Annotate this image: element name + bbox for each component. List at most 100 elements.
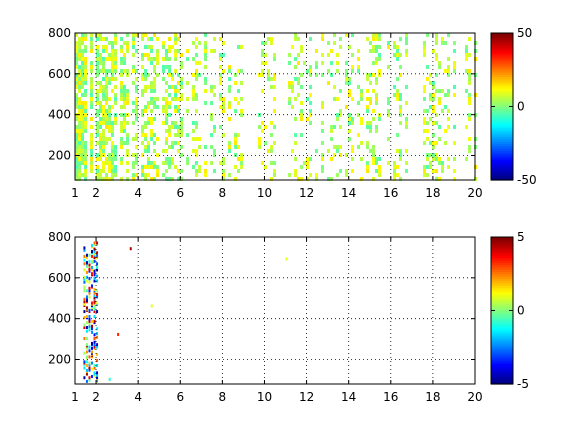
heatmap-cell <box>429 105 432 109</box>
heatmap-cell <box>441 41 444 45</box>
heatmap-cell <box>84 149 87 153</box>
heatmap-cell <box>168 73 171 77</box>
heatmap-cell <box>111 129 114 133</box>
heatmap-cell <box>162 57 165 61</box>
heatmap-cell <box>438 177 441 181</box>
heatmap-cell <box>351 69 354 73</box>
heatmap-cell <box>168 37 171 41</box>
heatmap-cell <box>234 73 237 77</box>
heatmap-cell <box>93 296 96 300</box>
heatmap-cell <box>99 33 102 37</box>
colorbar-swatch <box>491 177 513 181</box>
heatmap-cell <box>114 145 117 149</box>
heatmap-cell <box>105 77 108 81</box>
colorbar-swatch <box>491 333 513 337</box>
y-tick-label: 200 <box>48 353 71 367</box>
heatmap-cell <box>198 165 201 169</box>
heatmap-cell <box>177 89 180 93</box>
colorbar-swatch <box>491 131 513 135</box>
heatmap-cell <box>366 89 369 93</box>
heatmap-cell <box>240 161 243 165</box>
heatmap-cell <box>396 53 399 57</box>
heatmap-cell <box>396 93 399 97</box>
heatmap-cell <box>93 310 96 314</box>
heatmap-cell <box>438 125 441 129</box>
heatmap-cell <box>351 33 354 37</box>
heatmap-cell <box>78 137 81 141</box>
heatmap-cell <box>105 93 108 97</box>
heatmap-cell <box>366 105 369 109</box>
grid-lines <box>75 33 475 180</box>
heatmap-cell <box>88 267 91 271</box>
colorbar-swatch <box>491 241 513 245</box>
heatmap-cell <box>91 243 93 247</box>
heatmap-cell <box>333 85 336 89</box>
heatmap-cell <box>435 141 438 145</box>
heatmap-cell <box>435 157 438 161</box>
heatmap-cell <box>88 277 91 281</box>
heatmap-cell <box>378 69 381 73</box>
heatmap-cell <box>204 161 207 165</box>
heatmap-cell <box>123 121 126 125</box>
heatmap-cell <box>234 145 237 149</box>
colorbar-swatch <box>491 285 513 289</box>
heatmap-cell <box>177 177 180 181</box>
colorbar-swatch <box>491 129 513 133</box>
heatmap-cell <box>144 165 147 169</box>
heatmap-cell <box>93 340 96 344</box>
heatmap-cell <box>96 292 99 296</box>
heatmap-cell <box>465 157 468 161</box>
heatmap-cell <box>345 81 348 85</box>
heatmap-cell <box>336 69 339 73</box>
heatmap-cell <box>156 37 159 41</box>
heatmap-cell <box>120 57 123 61</box>
heatmap-cell <box>83 246 86 250</box>
heatmap-cell <box>468 69 471 73</box>
heatmap-cell <box>78 165 81 169</box>
heatmap-cell <box>432 145 435 149</box>
heatmap-cell <box>83 302 86 306</box>
heatmap-cell <box>123 97 126 101</box>
heatmap-cell <box>168 69 171 73</box>
colorbar-swatch <box>491 65 513 69</box>
heatmap-cell <box>150 49 153 53</box>
colorbar-swatch <box>491 46 513 50</box>
heatmap-cell <box>177 169 180 173</box>
heatmap-cell <box>441 169 444 173</box>
heatmap-cell <box>96 169 99 173</box>
heatmap-cell <box>345 69 348 73</box>
heatmap-cell <box>83 360 86 364</box>
heatmap-cell <box>153 133 156 137</box>
heatmap-cell <box>120 85 123 89</box>
heatmap-cell <box>171 141 174 145</box>
heatmap-cell <box>144 173 147 177</box>
heatmap-cell <box>102 89 105 93</box>
colorbar-swatch <box>491 271 513 275</box>
heatmap-cell <box>426 33 429 37</box>
heatmap-cell <box>78 129 81 133</box>
heatmap-cell <box>83 366 86 370</box>
heatmap-cell <box>297 177 300 181</box>
heatmap-cell <box>273 97 276 101</box>
heatmap-cell <box>204 169 207 173</box>
heatmap-cell <box>75 125 78 129</box>
heatmap-cell <box>105 113 108 117</box>
heatmap-cell <box>372 177 375 181</box>
heatmap-cell <box>264 141 267 145</box>
heatmap-cell <box>84 121 87 125</box>
heatmap-cell <box>423 85 426 89</box>
heatmap-cell <box>85 256 88 260</box>
heatmap-cell <box>111 105 114 109</box>
heatmap-cell <box>88 322 91 326</box>
heatmap-cell <box>228 77 231 81</box>
heatmap-cell <box>327 81 330 85</box>
heatmap-cell <box>102 93 105 97</box>
heatmap-cell <box>447 57 450 61</box>
colorbar-swatch <box>491 287 513 291</box>
heatmap-cell <box>111 141 114 145</box>
heatmap-cell <box>438 101 441 105</box>
heatmap-cell <box>423 129 426 133</box>
heatmap-cell <box>234 165 237 169</box>
heatmap-cell <box>309 109 312 113</box>
heatmap-cell <box>162 173 165 177</box>
